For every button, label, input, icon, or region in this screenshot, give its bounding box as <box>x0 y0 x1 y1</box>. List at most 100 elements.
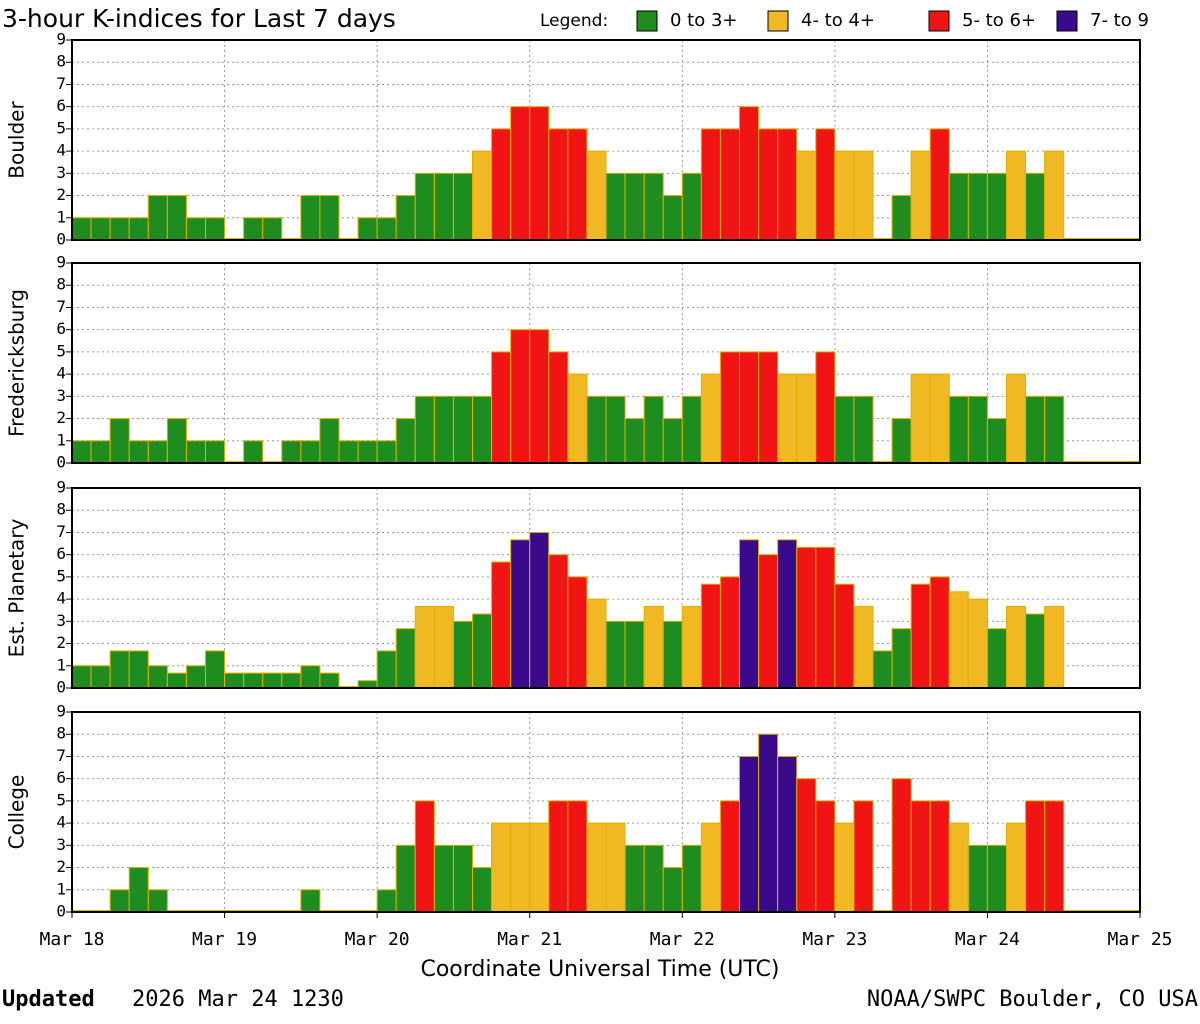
bar <box>758 554 779 689</box>
bar <box>796 778 817 913</box>
bar <box>967 598 988 689</box>
bar <box>472 613 493 689</box>
bar <box>567 800 588 913</box>
bar <box>71 440 92 464</box>
bar <box>128 440 149 464</box>
bar <box>700 583 721 689</box>
bar <box>319 672 340 689</box>
bar <box>491 351 512 464</box>
y-tick-label: 0 <box>56 453 66 472</box>
bar <box>986 628 1008 689</box>
bar <box>739 755 760 913</box>
y-tick-label: 7 <box>56 522 66 541</box>
bar <box>796 373 817 464</box>
y-tick-label: 8 <box>56 275 66 294</box>
bar <box>376 889 397 913</box>
bar <box>605 620 626 689</box>
bar <box>719 351 741 464</box>
bar <box>452 620 473 689</box>
bar <box>357 680 378 689</box>
y-tick-label: 1 <box>56 207 66 226</box>
bar <box>357 440 378 464</box>
bar <box>910 583 931 689</box>
bar <box>624 620 645 689</box>
bar <box>758 128 779 241</box>
bar <box>643 844 664 913</box>
bar <box>1044 150 1065 241</box>
bar <box>777 755 798 913</box>
bar <box>548 351 569 464</box>
bar <box>719 800 741 913</box>
bar <box>986 844 1008 913</box>
bar <box>1025 395 1046 464</box>
bar <box>567 373 588 464</box>
bar <box>948 591 969 689</box>
bar <box>624 844 645 913</box>
y-tick-label: 9 <box>56 702 66 721</box>
bar <box>567 128 588 241</box>
y-tick-label: 7 <box>56 746 66 765</box>
bar <box>1006 822 1027 913</box>
bar <box>796 546 817 689</box>
bar <box>700 373 721 464</box>
y-tick-label: 9 <box>56 30 66 49</box>
bar <box>109 889 130 913</box>
bar <box>128 867 149 913</box>
bar <box>929 128 950 241</box>
bar <box>605 172 626 241</box>
bar <box>739 351 760 464</box>
legend-swatch <box>1056 10 1078 32</box>
bar <box>739 106 760 241</box>
bar <box>452 844 473 913</box>
bar <box>395 628 416 689</box>
x-tick-label: Mar 25 <box>1107 929 1172 950</box>
bar <box>395 418 416 464</box>
bar <box>433 844 454 913</box>
bar <box>929 373 950 464</box>
bar <box>548 128 569 241</box>
bar <box>948 395 969 464</box>
bar <box>872 650 893 689</box>
bar <box>319 195 340 241</box>
y-tick-label: 6 <box>56 319 66 338</box>
bar <box>853 800 874 913</box>
plot-frame <box>71 39 1141 241</box>
bar <box>90 217 111 241</box>
bar <box>529 106 550 241</box>
bar <box>243 672 264 689</box>
plot-frame <box>71 262 1141 464</box>
bar <box>681 844 702 913</box>
bar <box>586 598 607 689</box>
bar <box>262 217 283 241</box>
bar <box>262 672 283 689</box>
bar <box>643 605 664 689</box>
y-tick-label: 3 <box>56 163 66 182</box>
bar <box>147 665 168 689</box>
bar <box>662 195 683 241</box>
bar <box>681 605 702 689</box>
bar <box>357 217 378 241</box>
bar <box>128 650 149 689</box>
bar <box>815 800 836 913</box>
bar <box>624 172 645 241</box>
x-tick-label: Mar 24 <box>955 929 1020 950</box>
y-tick-label: 8 <box>56 724 66 743</box>
bar <box>910 800 931 913</box>
y-tick-label: 6 <box>56 544 66 563</box>
updated-label: Updated <box>2 987 95 1012</box>
bar <box>472 867 493 913</box>
bar <box>662 418 683 464</box>
bar <box>796 150 817 241</box>
bar <box>224 672 245 689</box>
y-tick-label: 5 <box>56 790 66 809</box>
y-tick-label: 0 <box>56 902 66 921</box>
y-tick-label: 6 <box>56 768 66 787</box>
bar <box>948 822 969 913</box>
bar <box>815 351 836 464</box>
bar <box>491 822 512 913</box>
bar <box>548 800 569 913</box>
legend-entry: 5- to 6+ <box>962 10 1036 31</box>
bar <box>624 418 645 464</box>
bar <box>243 440 264 464</box>
